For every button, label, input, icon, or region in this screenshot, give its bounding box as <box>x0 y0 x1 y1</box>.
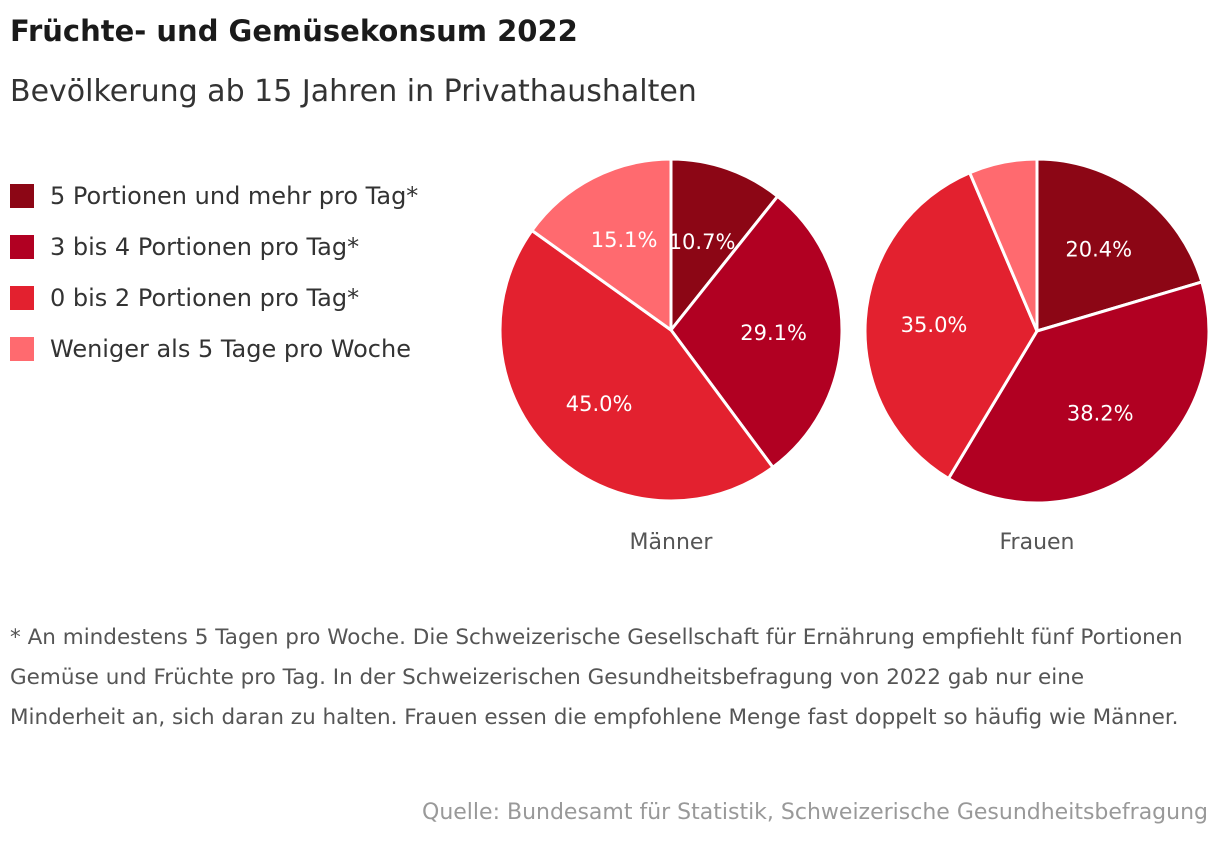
chart-title: Früchte- und Gemüsekonsum 2022 <box>10 14 578 48</box>
footnote: * An mindestens 5 Tagen pro Woche. Die S… <box>10 625 1183 730</box>
source-note: Quelle: Bundesamt für Statistik, Schweiz… <box>422 800 1208 825</box>
legend-item: 0 bis 2 Portionen pro Tag* <box>10 272 418 323</box>
pie-slice <box>669 157 780 332</box>
slice-data-label: 38.2% <box>1067 402 1134 426</box>
pie-slice <box>1035 157 1204 333</box>
pie-charts: 10.7% 29.1% 45.0% 15.1% Männer 20.4% 38.2% 35.0… <box>498 157 1211 555</box>
slice-data-label: 29.1% <box>740 321 807 345</box>
legend-label: Weniger als 5 Tage pro Woche <box>50 334 411 363</box>
slice-data-label: 35.0% <box>901 313 968 337</box>
pie-slice <box>947 280 1211 505</box>
slice-data-label: 10.7% <box>669 230 736 254</box>
legend-swatch <box>10 234 34 259</box>
pie-slice <box>863 171 1039 480</box>
slice-data-label: 20.4% <box>1065 237 1132 261</box>
pie-0: 10.7% 29.1% 45.0% 15.1% Männer <box>498 157 844 555</box>
pie-caption: Frauen <box>999 530 1074 555</box>
legend-item: 5 Portionen und mehr pro Tag* <box>10 170 418 221</box>
legend-swatch <box>10 285 34 310</box>
legend-label: 5 Portionen und mehr pro Tag* <box>50 181 419 210</box>
slice-data-label: 15.1% <box>591 228 658 252</box>
pie-1: 20.4% 38.2% 35.0% Frauen <box>863 157 1211 555</box>
legend: 5 Portionen und mehr pro Tag* 3 bis 4 Po… <box>10 170 418 374</box>
pie-caption: Männer <box>630 530 714 555</box>
pie-slice <box>968 157 1039 333</box>
legend-label: 3 bis 4 Portionen pro Tag* <box>50 232 360 261</box>
legend-label: 0 bis 2 Portionen pro Tag* <box>50 283 360 312</box>
legend-swatch <box>10 183 34 208</box>
chart-subtitle: Bevölkerung ab 15 Jahren in Privathausha… <box>10 74 697 109</box>
legend-item: 3 bis 4 Portionen pro Tag* <box>10 221 418 272</box>
legend-item: Weniger als 5 Tage pro Woche <box>10 323 418 374</box>
pie-slice <box>530 157 673 332</box>
pie-slice <box>498 228 775 503</box>
legend-swatch <box>10 336 34 361</box>
slice-data-label: 45.0% <box>566 392 633 416</box>
pie-slice <box>669 194 844 469</box>
